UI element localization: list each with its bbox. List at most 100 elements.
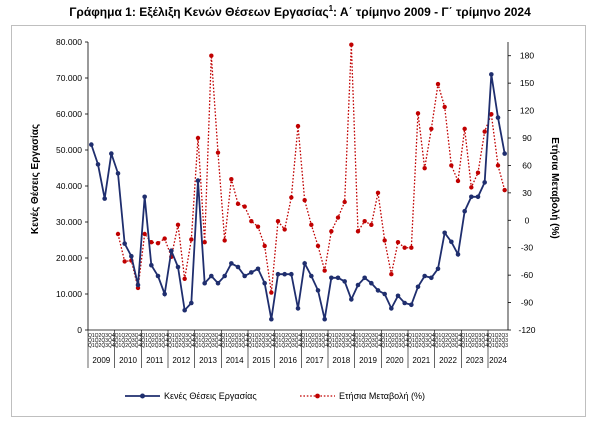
- data-point-vacancies: [395, 293, 401, 299]
- y-tick-label: 60.000: [56, 109, 82, 119]
- data-point-annual-change: [322, 268, 327, 273]
- quarter-tick-label: Q3: [128, 333, 135, 339]
- quarter-tick-label: Q3: [341, 338, 348, 344]
- data-point-annual-change: [155, 240, 161, 246]
- data-point-vacancies: [349, 297, 354, 302]
- quarter-tick-label: Q1: [275, 343, 282, 349]
- data-point-annual-change: [462, 126, 467, 132]
- quarter-tick-label: Q3: [395, 338, 402, 344]
- y-tick-label: 10.000: [56, 289, 82, 299]
- year-label: 2017: [306, 356, 324, 365]
- quarter-tick-label: Q2: [441, 338, 448, 344]
- quarter-tick-label: Q1: [301, 338, 308, 344]
- quarter-tick-label: Q4: [428, 338, 435, 344]
- quarter-tick-label: Q1: [168, 343, 175, 349]
- quarter-tick-label: Q3: [475, 338, 482, 344]
- data-point-vacancies: [122, 241, 127, 246]
- quarter-tick-label: Q4: [161, 338, 168, 344]
- data-point-vacancies: [269, 316, 274, 322]
- quarter-tick-label: Q2: [281, 333, 288, 339]
- data-point-annual-change: [149, 240, 154, 245]
- data-point-annual-change: [175, 222, 181, 228]
- quarter-tick-label: Q3: [421, 333, 428, 339]
- quarter-tick-label: Q3: [368, 333, 375, 339]
- quarter-tick-label: Q4: [215, 333, 222, 339]
- quarter-tick-label: Q4: [375, 343, 382, 349]
- data-point-vacancies: [389, 306, 394, 311]
- data-point-vacancies: [129, 253, 134, 259]
- data-point-vacancies: [369, 280, 374, 286]
- quarter-tick-label: Q2: [361, 343, 368, 349]
- y2-tick-label: -30: [521, 243, 534, 253]
- quarter-tick-label: Q3: [421, 338, 428, 344]
- data-point-vacancies: [135, 282, 141, 288]
- legend-marker-vacancies: [140, 393, 145, 399]
- quarter-tick-label: Q3: [315, 338, 322, 344]
- data-point-vacancies: [409, 302, 414, 308]
- quarter-tick-label: Q1: [408, 338, 415, 344]
- quarter-tick-label: Q2: [148, 343, 155, 349]
- data-point-annual-change: [335, 215, 341, 220]
- data-point-annual-change: [209, 53, 214, 58]
- quarter-tick-label: Q4: [401, 338, 408, 344]
- data-point-annual-change: [115, 231, 121, 237]
- quarter-tick-label: Q1: [328, 333, 335, 339]
- chart-title: Γράφημα 1: Εξέλιξη Κενών Θέσεων Εργασίας…: [69, 4, 531, 19]
- quarter-tick-label: Q3: [315, 333, 322, 339]
- data-point-vacancies: [355, 282, 361, 288]
- quarter-tick-label: Q1: [355, 338, 362, 344]
- quarter-tick-label: Q4: [428, 343, 435, 349]
- data-point-vacancies: [202, 280, 207, 286]
- data-point-vacancies: [469, 194, 474, 200]
- quarter-tick-label: Q3: [261, 338, 268, 344]
- quarter-tick-label: Q2: [95, 333, 102, 339]
- quarter-tick-label: Q3: [475, 343, 482, 349]
- quarter-tick-label: Q1: [275, 338, 282, 344]
- quarter-tick-label: Q4: [268, 338, 275, 344]
- quarter-tick-label: Q3: [208, 338, 215, 344]
- data-point-annual-change: [182, 276, 187, 281]
- quarter-tick-label: Q1: [355, 343, 362, 349]
- quarter-tick-label: Q4: [321, 343, 328, 349]
- data-point-annual-change: [302, 197, 307, 203]
- quarter-tick-label: Q4: [481, 343, 488, 349]
- data-point-vacancies: [109, 151, 114, 156]
- data-point-annual-change: [495, 163, 501, 168]
- quarter-tick-label: Q1: [328, 338, 335, 344]
- quarter-tick-label: Q1: [115, 343, 122, 349]
- quarter-tick-label: Q1: [408, 333, 415, 339]
- quarter-tick-label: Q1: [88, 333, 95, 339]
- data-point-annual-change: [469, 185, 474, 190]
- y-tick-label: 40.000: [56, 181, 82, 191]
- y2-tick-label: 60: [522, 160, 532, 170]
- quarter-tick-label: Q3: [395, 333, 402, 339]
- quarter-tick-label: Q1: [115, 338, 122, 344]
- data-point-vacancies: [89, 142, 94, 147]
- data-point-vacancies: [189, 300, 194, 306]
- data-point-annual-change: [289, 195, 294, 200]
- quarter-tick-label: Q4: [321, 333, 328, 339]
- data-point-vacancies: [422, 273, 427, 279]
- data-point-vacancies: [415, 284, 421, 290]
- quarter-tick-label: Q2: [468, 343, 475, 349]
- quarter-tick-label: Q3: [315, 343, 322, 349]
- quarter-tick-label: Q3: [101, 343, 108, 349]
- data-point-vacancies: [282, 271, 287, 277]
- quarter-tick-label: Q3: [421, 343, 428, 349]
- quarter-tick-label: Q2: [95, 338, 102, 344]
- quarter-tick-label: Q2: [308, 338, 315, 344]
- data-point-annual-change: [295, 123, 301, 129]
- data-point-vacancies: [482, 180, 487, 185]
- quarter-tick-label: Q3: [341, 343, 348, 349]
- quarter-tick-label: Q2: [388, 333, 395, 339]
- quarter-tick-label: Q4: [241, 343, 248, 349]
- quarter-tick-label: Q3: [261, 333, 268, 339]
- data-point-annual-change: [235, 201, 241, 207]
- data-point-annual-change: [395, 240, 401, 245]
- quarter-tick-label: Q1: [195, 343, 202, 349]
- data-point-annual-change: [489, 112, 494, 117]
- quarter-tick-label: Q3: [368, 338, 375, 344]
- quarter-tick-label: Q3: [288, 343, 295, 349]
- data-point-annual-change: [189, 237, 194, 242]
- quarter-tick-label: Q4: [481, 338, 488, 344]
